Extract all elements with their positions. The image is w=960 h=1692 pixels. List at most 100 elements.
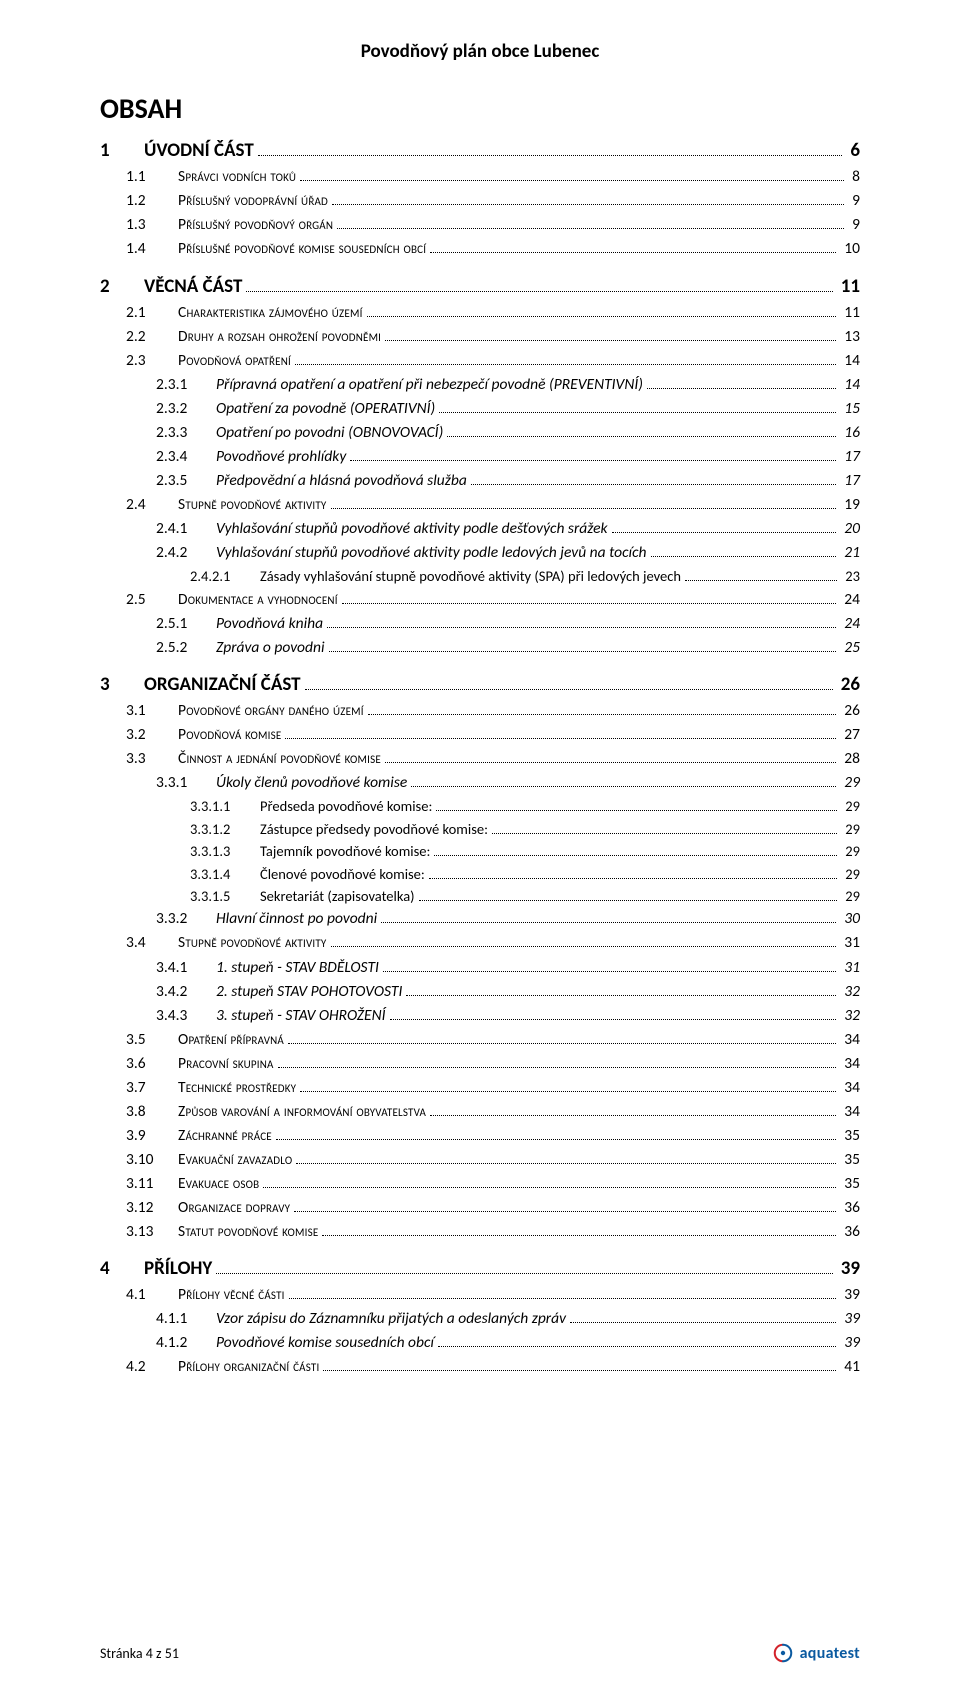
toc-row[interactable]: 1.2Příslušný vodoprávní úřad9 [126, 189, 860, 213]
toc-row[interactable]: 2.1Charakteristika zájmového území11 [126, 301, 860, 325]
toc-leader-dots [246, 275, 832, 291]
toc-row[interactable]: 3.10Evakuační zavazadlo35 [126, 1148, 860, 1172]
toc-row[interactable]: 3.11Evakuace osob35 [126, 1172, 860, 1196]
toc-label: Zpráva o povodni [216, 636, 325, 660]
toc-row[interactable]: 3ORGANIZAČNÍ ČÁST26 [100, 670, 860, 699]
toc-row[interactable]: 3.8Způsob varování a informování obyvate… [126, 1100, 860, 1124]
toc-label: Povodňová opatření [178, 349, 291, 373]
toc-label: ÚVODNÍ ČÁST [144, 136, 254, 165]
toc-leader-dots [305, 673, 833, 689]
toc-row[interactable]: 2.4.2Vyhlašování stupňů povodňové aktivi… [156, 541, 860, 565]
toc-page-number: 35 [840, 1172, 860, 1196]
toc-leader-dots [288, 1030, 836, 1043]
toc-page-number: 29 [841, 863, 860, 885]
toc-leader-dots [430, 1102, 836, 1115]
toc-row[interactable]: 4.2Přílohy organizační části41 [126, 1355, 860, 1379]
toc-row[interactable]: 4.1.2Povodňové komise sousedních obcí39 [156, 1331, 860, 1355]
toc-row[interactable]: 3.4.33. stupeň - STAV OHROŽENÍ32 [156, 1004, 860, 1028]
toc-label: Přílohy věcné části [178, 1283, 285, 1307]
toc-label: Opatření přípravná [178, 1028, 284, 1052]
toc-row[interactable]: 2.4.1Vyhlašování stupňů povodňové aktivi… [156, 517, 860, 541]
toc-page-number: 28 [840, 747, 860, 771]
toc-label: Pracovní skupina [178, 1052, 274, 1076]
toc-row[interactable]: 3.3.1.4Členové povodňové komise:29 [190, 863, 860, 885]
toc-number: 3.3 [126, 747, 178, 771]
toc-page-number: 26 [840, 699, 860, 723]
toc-page-number: 16 [840, 421, 860, 445]
toc-row[interactable]: 2.4Stupně povodňové aktivity19 [126, 493, 860, 517]
toc-row[interactable]: 3.4.22. stupeň STAV POHOTOVOSTI32 [156, 980, 860, 1004]
toc-number: 4.1.1 [156, 1307, 216, 1331]
toc-row[interactable]: 2.5Dokumentace a vyhodnocení24 [126, 588, 860, 612]
toc-number: 3 [100, 670, 144, 699]
toc-label: Statut povodňové komise [178, 1220, 318, 1244]
toc-row[interactable]: 2.2Druhy a rozsah ohrožení povodněmi13 [126, 325, 860, 349]
toc-leader-dots [430, 240, 836, 253]
toc-row[interactable]: 3.4.11. stupeň - STAV BDĚLOSTI31 [156, 956, 860, 980]
toc-label: Příslušný povodňový orgán [178, 213, 333, 237]
toc-leader-dots [300, 1078, 836, 1091]
toc-row[interactable]: 2.3.2Opatření za povodně (OPERATIVNÍ)15 [156, 397, 860, 421]
toc-row[interactable]: 3.9Záchranné práce35 [126, 1124, 860, 1148]
toc-row[interactable]: 1.1Správci vodních toků8 [126, 165, 860, 189]
toc-row[interactable]: 2.4.2.1Zásady vyhlašování stupně povodňo… [190, 565, 860, 587]
toc-row[interactable]: 3.3.1.2Zástupce předsedy povodňové komis… [190, 818, 860, 840]
toc-page-number: 39 [840, 1283, 860, 1307]
toc-leader-dots [385, 328, 836, 341]
toc-leader-dots [492, 821, 837, 834]
toc-row[interactable]: 3.3.2Hlavní činnost po povodni30 [156, 907, 860, 931]
toc-row[interactable]: 4PŘÍLOHY39 [100, 1254, 860, 1283]
toc-row[interactable]: 2.3.1Přípravná opatření a opatření při n… [156, 373, 860, 397]
toc-number: 3.7 [126, 1076, 178, 1100]
toc-leader-dots [296, 1150, 836, 1163]
toc-row[interactable]: 2.3.3Opatření po povodni (OBNOVOVACÍ)16 [156, 421, 860, 445]
toc-number: 3.4 [126, 931, 178, 955]
toc-label: Způsob varování a informování obyvatelst… [178, 1100, 426, 1124]
toc-row[interactable]: 2.5.1Povodňová kniha24 [156, 612, 860, 636]
toc-row[interactable]: 3.1Povodňové orgány daného území26 [126, 699, 860, 723]
toc-number: 2.3 [126, 349, 178, 373]
toc-row[interactable]: 3.2Povodňová komise27 [126, 723, 860, 747]
toc-number: 4 [100, 1254, 144, 1283]
toc-row[interactable]: 2.3.4Povodňové prohlídky17 [156, 445, 860, 469]
toc-page-number: 15 [840, 397, 860, 421]
toc-number: 3.12 [126, 1196, 178, 1220]
toc-number: 3.4.3 [156, 1004, 216, 1028]
toc-row[interactable]: 3.3.1.3Tajemník povodňové komise:29 [190, 840, 860, 862]
toc-row[interactable]: 3.4Stupně povodňové aktivity31 [126, 931, 860, 955]
toc-row[interactable]: 3.5Opatření přípravná34 [126, 1028, 860, 1052]
toc-row[interactable]: 4.1.1Vzor zápisu do Záznamníku přijatých… [156, 1307, 860, 1331]
toc-page-number: 9 [848, 213, 860, 237]
toc-leader-dots [327, 614, 836, 627]
aquatest-logo-icon [772, 1642, 794, 1664]
toc-number: 4.2 [126, 1355, 178, 1379]
toc-row[interactable]: 3.12Organizace dopravy36 [126, 1196, 860, 1220]
logo: aquatest [772, 1642, 860, 1664]
toc-row[interactable]: 4.1Přílohy věcné části39 [126, 1283, 860, 1307]
toc-row[interactable]: 3.6Pracovní skupina34 [126, 1052, 860, 1076]
toc-number: 2.4.2 [156, 541, 216, 565]
toc-number: 4.1.2 [156, 1331, 216, 1355]
toc-row[interactable]: 3.3.1.5Sekretariát (zapisovatelka)29 [190, 885, 860, 907]
toc-leader-dots [438, 1334, 836, 1347]
toc-row[interactable]: 2VĚCNÁ ČÁST11 [100, 272, 860, 301]
toc-page-number: 39 [840, 1307, 860, 1331]
toc-page-number: 35 [840, 1124, 860, 1148]
toc-number: 2.2 [126, 325, 178, 349]
toc-row[interactable]: 2.3Povodňová opatření14 [126, 349, 860, 373]
toc-row[interactable]: 2.3.5Předpovědní a hlásná povodňová služ… [156, 469, 860, 493]
toc-leader-dots [285, 726, 836, 739]
toc-row[interactable]: 1.4Příslušné povodňové komise sousedních… [126, 237, 860, 261]
toc-row[interactable]: 3.7Technické prostředky34 [126, 1076, 860, 1100]
toc-page-number: 24 [840, 588, 860, 612]
toc-row[interactable]: 3.3.1Úkoly členů povodňové komise29 [156, 771, 860, 795]
toc-row[interactable]: 1.3Příslušný povodňový orgán9 [126, 213, 860, 237]
toc-page-number: 25 [840, 636, 860, 660]
toc-row[interactable]: 2.5.2Zpráva o povodni25 [156, 636, 860, 660]
toc-row[interactable]: 1ÚVODNÍ ČÁST6 [100, 136, 860, 165]
toc-row[interactable]: 3.3Činnost a jednání povodňové komise28 [126, 747, 860, 771]
toc-row[interactable]: 3.3.1.1Předseda povodňové komise:29 [190, 795, 860, 817]
toc-heading: OBSAH [100, 91, 860, 126]
toc-row[interactable]: 3.13Statut povodňové komise36 [126, 1220, 860, 1244]
toc-label: Dokumentace a vyhodnocení [178, 588, 338, 612]
